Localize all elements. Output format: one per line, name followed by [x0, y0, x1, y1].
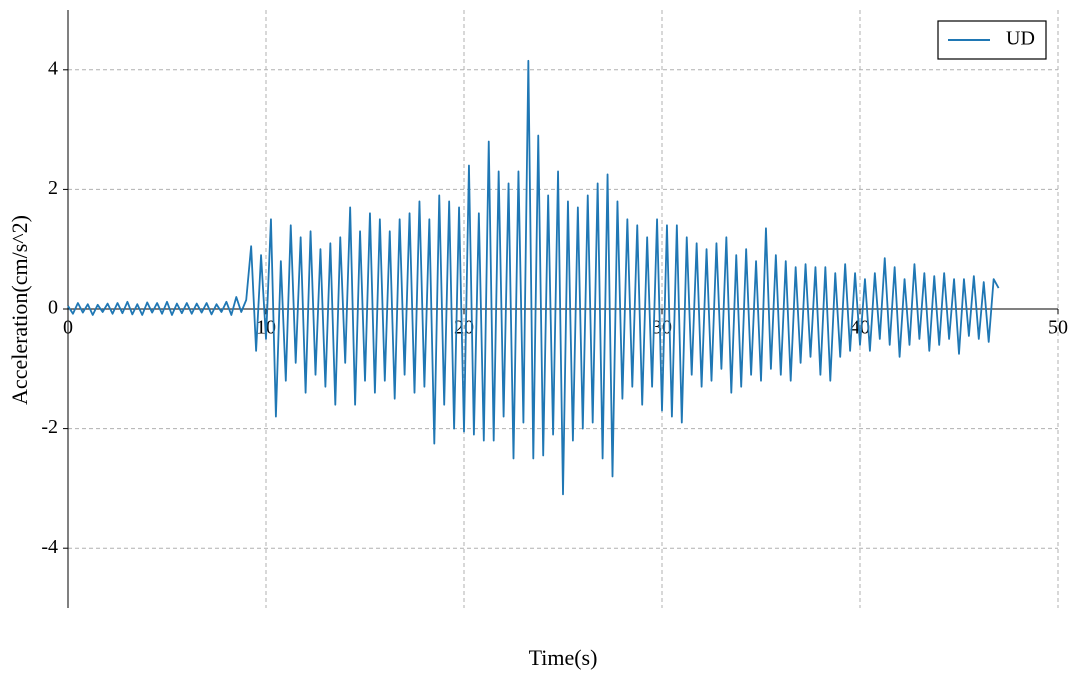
x-tick-label: 20: [454, 317, 474, 339]
y-tick-label: 4: [48, 57, 58, 79]
data-line: [67, 59, 1000, 496]
x-tick-label: 40: [850, 317, 870, 339]
y-tick-label: 0: [48, 297, 58, 319]
x-axis-label: Time(s): [529, 645, 598, 670]
x-tick-label: 30: [652, 317, 672, 339]
x-tick-label: 50: [1048, 317, 1068, 339]
y-tick-label: 2: [48, 177, 58, 199]
y-tick-label: -4: [41, 536, 58, 558]
y-tick-label: -2: [41, 416, 58, 438]
legend-label: UD: [1006, 28, 1035, 50]
y-axis-label: Acceleration(cm/s^2): [7, 215, 32, 405]
